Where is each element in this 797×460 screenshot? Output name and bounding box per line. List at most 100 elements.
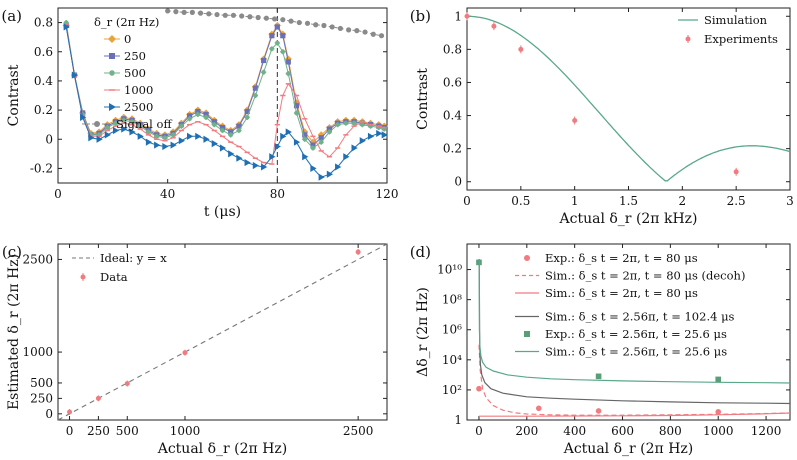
legend-marker-data [80,274,86,280]
legend-label-simulation: Simulation [704,13,768,27]
legend-marker-0 [524,255,530,261]
legend-label-0: 0 [124,32,131,46]
x-tick-label: 1000 [170,424,201,438]
data-point-2500 [351,144,358,152]
data-point-500 [367,123,374,129]
data-point-signal-off [206,11,212,17]
data-point-signal-off [255,14,261,21]
x-tick-label: 500 [116,424,139,438]
experiment-point [572,118,578,124]
data-point-2500 [280,132,287,140]
data-point-2500 [203,135,210,143]
legend-label-0: Exp.: δ_s t = 2π, t = 80 μs [545,251,698,265]
data-point-250 [293,103,300,109]
data-point-250 [280,33,286,39]
x-tick-label: 1000 [703,424,734,438]
data-point-signal-off [296,19,302,26]
y-tick-label: 0 [454,175,462,189]
legend-label-ideal: Ideal: y = x [100,251,167,265]
y-tick-label: 0.8 [34,16,53,30]
data-point-2500 [170,141,177,149]
y-tick-label: 10⁶ [442,323,462,337]
data-point-2500 [367,132,375,140]
legend-label-1000: 1000 [124,83,153,97]
data-point-500 [381,126,387,132]
data-point-signal-off [230,12,237,18]
x-tick-label: 1200 [751,424,782,438]
data-point-500 [343,120,349,126]
data-point-signal-off [280,17,286,23]
data-point-500 [302,136,308,142]
data-point-2500 [63,23,70,31]
data-point-signal-off [313,22,319,28]
y-tick-label: 0.6 [443,75,462,89]
data-point-2500 [236,154,243,162]
data-point-2500 [335,163,342,171]
data-point-500 [104,124,110,131]
data-point-2500 [376,129,383,138]
x-tick-label: 0.5 [511,194,530,208]
data-point-500 [351,120,357,126]
data-point-250 [236,123,242,129]
data-point-500 [145,129,152,135]
ideal-line [57,243,388,421]
legend-label-250: 250 [124,49,146,63]
data-point-500 [219,127,226,134]
y-axis-label: Contrast [6,64,22,126]
data-point-500 [154,133,160,139]
data-point-signal-off [354,28,360,34]
data-point-series-0 [476,385,482,392]
y-tick-label: 1 [454,413,462,427]
plot-frame [57,243,388,421]
data-point-500 [252,92,258,99]
data-point-2500 [71,71,79,79]
data-point-500 [121,117,127,123]
experiment-point [733,169,739,175]
data-point-250 [318,135,324,141]
data-point-500 [261,69,267,75]
data-point-500 [63,19,69,26]
data-point-2500 [129,128,136,136]
data-point-signal-off [247,14,253,20]
x-tick-label: 0 [463,194,471,208]
data-point-250 [261,57,267,64]
y-tick-label: 0.4 [443,109,462,123]
legend-label-experiments: Experiments [704,32,778,46]
y-tick-label: 250 [30,391,53,405]
data-point-500 [187,116,193,122]
data-point-500 [203,114,209,120]
data-point-500 [178,123,184,129]
y-tick-label: 0.6 [34,45,53,59]
data-point-signal-off [362,29,368,35]
y-axis-label: Δδ_r (2π Hz) [415,287,431,377]
data-point-250 [244,108,250,115]
data-point-2500 [228,150,235,158]
x-tick-label: 400 [563,424,586,438]
data-point-250 [211,119,217,125]
legend-marker-experiments [685,36,691,42]
data-point-series-0 [715,409,722,415]
data-point-signal-off [378,33,385,39]
data-point-250 [187,113,193,119]
data-point-2500 [145,138,153,146]
legend-marker-4 [524,331,530,337]
legend-label-1: Sim.: δ_s t = 2π, t = 80 μs (decoh) [545,269,745,283]
data-point-signal-off [271,16,278,22]
legend-marker-250 [109,53,115,59]
data-point-signal-off [321,22,327,29]
series-line-2500 [65,26,385,178]
panel-label: (b) [410,7,431,25]
data-point-500 [280,49,286,55]
legend-label-data: Data [100,270,128,284]
data-point-signal-off [346,27,352,33]
x-tick-label: 80 [270,187,285,201]
y-tick-label: 10² [442,383,462,397]
x-tick-label: 2500 [343,424,374,438]
y-tick-label: 500 [30,376,53,390]
y-tick-label: 2500 [22,252,53,266]
data-point-500 [236,127,242,134]
data-point-250 [310,142,316,148]
data-point-2500 [211,140,218,148]
data-point-500 [310,145,316,151]
